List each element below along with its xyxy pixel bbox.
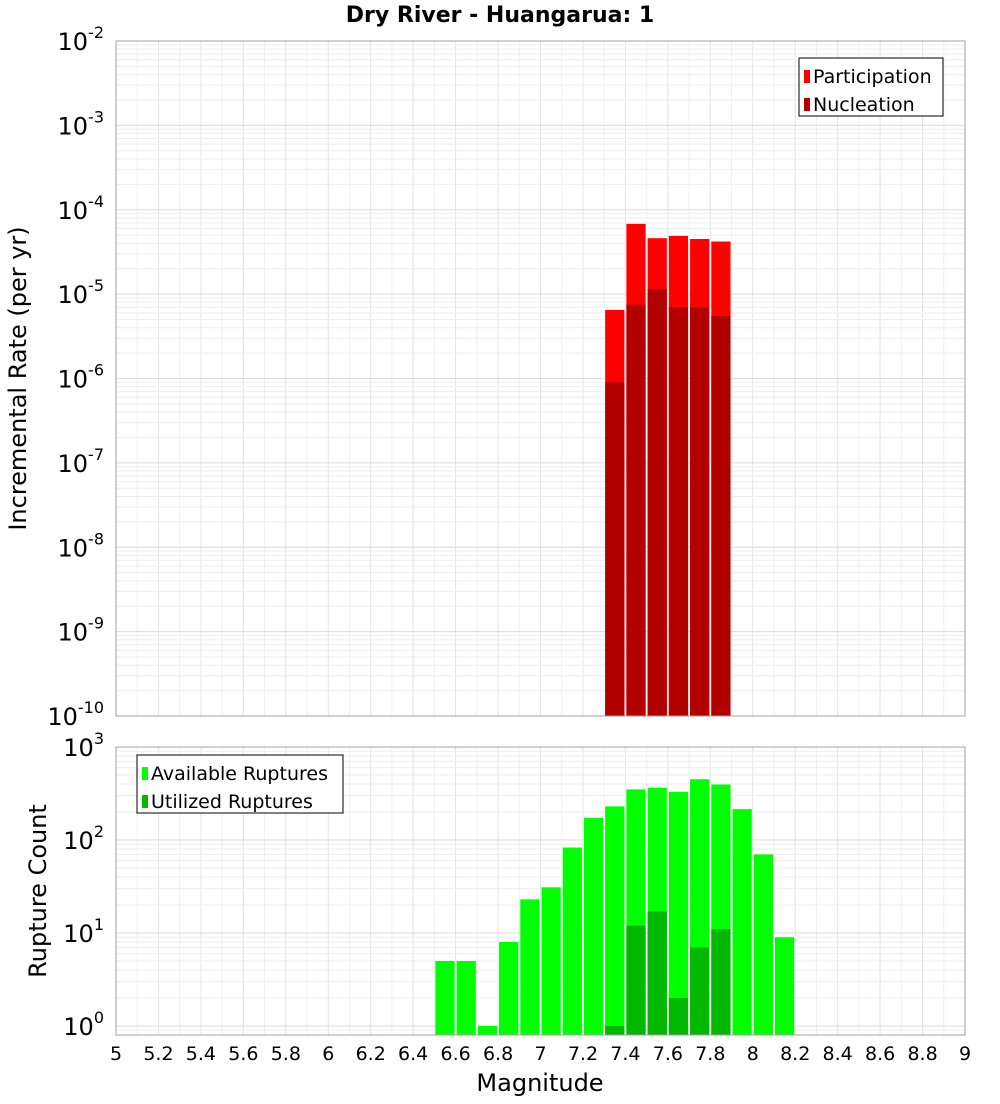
bottom-legend-entry: Utilized Ruptures [151,791,313,813]
x-tick-label: 5.2 [143,1043,173,1065]
top-y-tick-label: 10-5 [58,276,105,309]
available-ruptures-bar [499,942,519,1035]
top-plot-border [115,40,966,717]
available-ruptures-bar [732,809,752,1035]
x-tick-label: 6.8 [483,1043,513,1065]
top-y-tick-label: 10-8 [58,529,105,562]
x-tick-label: 7.6 [653,1043,683,1065]
top-legend-entry: Nucleation [813,94,915,116]
top-horizontal-grid [116,44,965,717]
available-ruptures-bar [774,937,795,1035]
top-y-tick-label: 10-3 [58,107,105,140]
available-ruptures-bar [753,854,773,1035]
available-ruptures-bar [562,847,582,1035]
top-legend: Participation Nucleation [798,57,944,117]
bottom-legend: Available Ruptures Utilized Ruptures [136,754,344,814]
x-tick-label: 7.4 [610,1043,640,1065]
x-tick-label: 6.6 [440,1043,470,1065]
x-tick-label: 5.4 [186,1043,216,1065]
utilized-ruptures-bar [605,1025,625,1035]
utilized-ruptures-bars [605,911,731,1035]
top-y-tick-label: 10-7 [58,445,105,478]
utilized-ruptures-bar [711,929,731,1035]
available-ruptures-bar [520,899,540,1035]
top-y-tick-label: 10-9 [58,614,105,647]
utilized-ruptures-bar [626,925,646,1035]
available-ruptures-bar [435,960,455,1035]
top-legend-swatch [804,70,810,83]
bottom-plot-border [115,746,966,1036]
bottom-y-tick-label: 103 [63,729,104,762]
nucleation-bar [668,307,689,716]
available-ruptures-bar [668,791,689,1035]
utilized-ruptures-bar [647,911,667,1035]
nucleation-bar [711,316,731,716]
bottom-legend-swatch [142,795,148,808]
top-y-tick-label: 10-2 [58,23,105,56]
x-tick-label: 7 [534,1043,546,1065]
bottom-y-tick-label: 101 [63,915,104,948]
top-legend-swatch [804,98,810,111]
bottom-legend-swatch [142,767,148,780]
chart-title: Dry River - Huangarua: 1 [346,3,654,28]
x-tick-label: 8.6 [865,1043,895,1065]
x-tick-label: 6.2 [356,1043,386,1065]
x-axis-label: Magnitude [476,1069,603,1097]
vertical-grid [115,41,966,1035]
x-tick-label: 5.8 [271,1043,301,1065]
top-y-tick-label: 10-6 [58,361,105,394]
x-tick-label: 6 [322,1043,334,1065]
x-tick-label: 8.4 [823,1043,853,1065]
bottom-legend-entry: Available Ruptures [151,763,328,785]
bottom-horizontal-grid [116,750,965,1036]
available-ruptures-bar [456,960,476,1035]
nucleation-bars [605,289,731,716]
nucleation-bar [690,307,710,716]
x-tick-label: 5 [110,1043,122,1065]
available-ruptures-bar [605,806,625,1035]
top-y-tick-label: 10-4 [58,192,105,225]
bottom-legend-box [136,754,344,814]
nucleation-bar [647,289,667,716]
x-tick-label: 5.6 [228,1043,258,1065]
top-y-axis-label: Incremental Rate (per yr) [4,226,32,530]
bottom-y-tick-label: 100 [63,1008,104,1041]
top-y-tick-label: 10-10 [47,698,104,731]
available-ruptures-bar [541,887,561,1035]
available-ruptures-bar [477,1025,498,1035]
bottom-y-axis-label: Rupture Count [24,804,52,978]
top-legend-entry: Participation [813,66,932,88]
x-tick-label: 9 [959,1043,971,1065]
nucleation-bar [626,304,646,716]
top-legend-box [798,57,944,117]
x-tick-label: 8.2 [780,1043,810,1065]
x-tick-label: 7.2 [568,1043,598,1065]
available-ruptures-bar [583,817,604,1035]
bottom-y-tick-label: 102 [63,822,104,855]
x-tick-label: 8.8 [907,1043,937,1065]
x-tick-label: 6.4 [398,1043,428,1065]
x-tick-label: 7.8 [695,1043,725,1065]
utilized-ruptures-bar [668,997,689,1035]
utilized-ruptures-bar [690,947,710,1035]
x-tick-label: 8 [747,1043,759,1065]
nucleation-bar [605,382,625,716]
